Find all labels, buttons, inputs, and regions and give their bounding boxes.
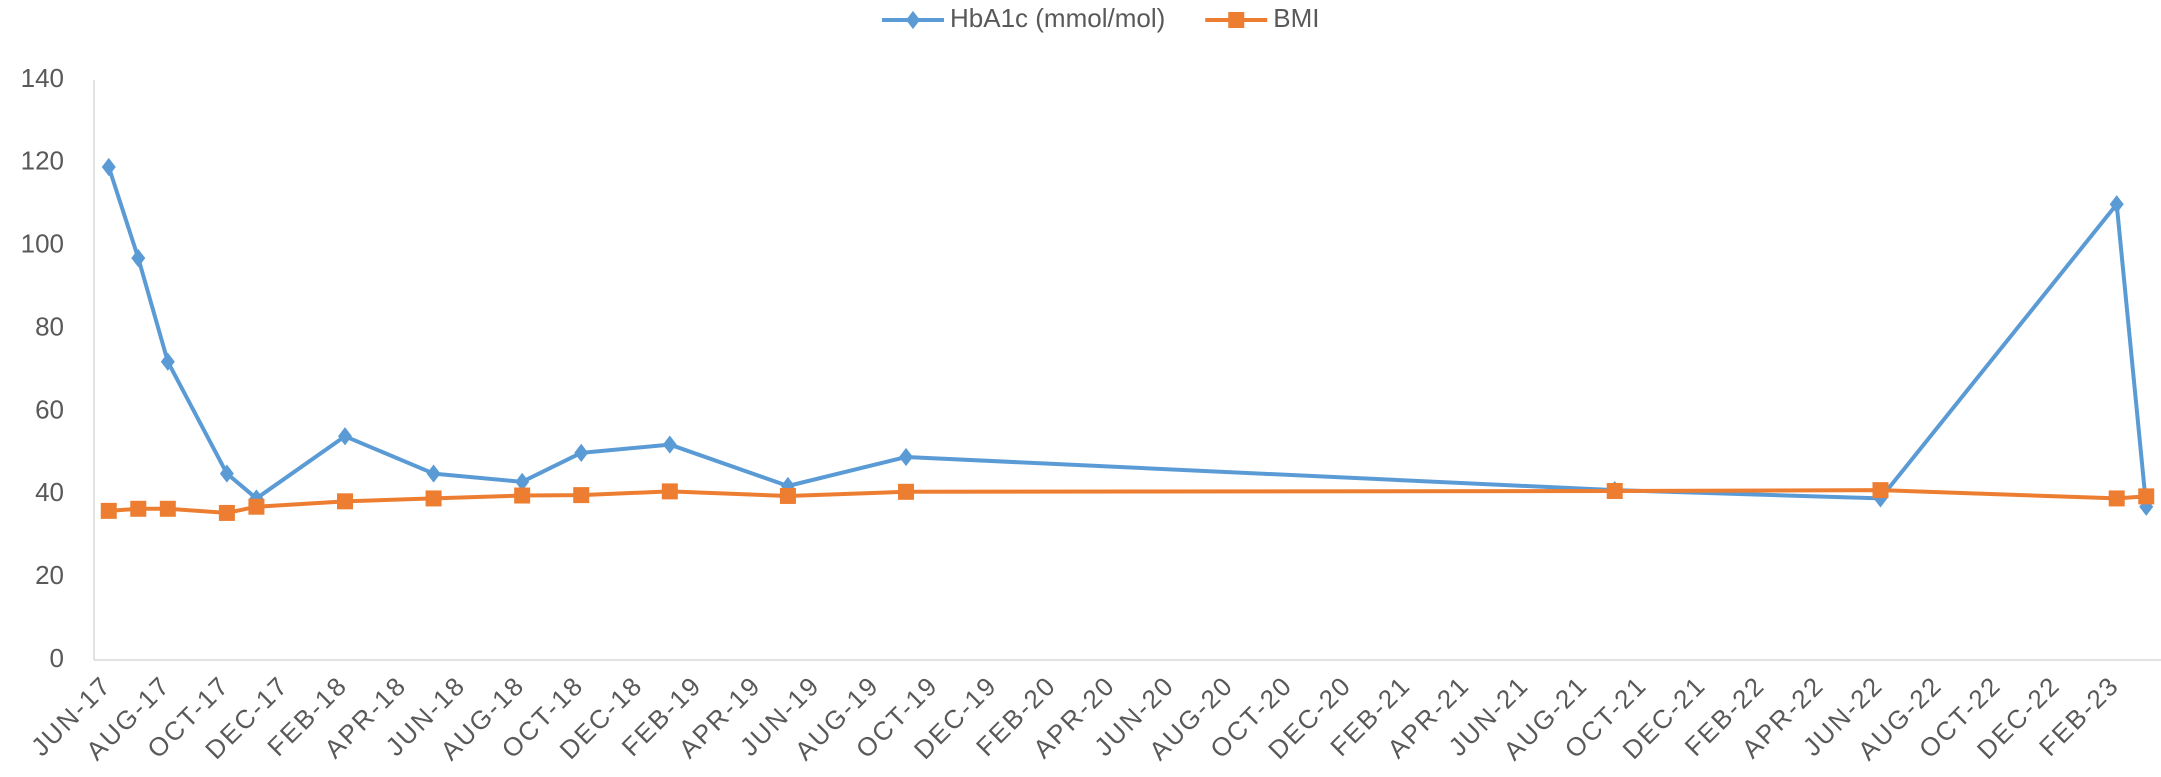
data-point <box>898 483 915 500</box>
y-tick-label: 0 <box>50 643 64 673</box>
data-point <box>101 157 116 177</box>
data-point <box>1872 482 1889 499</box>
data-point <box>2109 195 2124 214</box>
y-tick-label: 20 <box>35 560 64 590</box>
data-point <box>2138 488 2155 505</box>
data-point <box>100 502 117 519</box>
legend-label: BMI <box>1273 3 1319 33</box>
data-point <box>2108 490 2125 507</box>
data-point <box>574 443 589 462</box>
data-point <box>219 464 234 483</box>
data-point <box>515 472 530 491</box>
series-line <box>108 488 2147 515</box>
data-point <box>337 427 352 446</box>
data-point <box>514 487 531 504</box>
data-point <box>249 489 264 508</box>
data-point <box>131 249 146 268</box>
data-point <box>159 500 176 517</box>
data-point <box>661 483 678 500</box>
data-point <box>336 493 353 510</box>
data-point <box>1606 482 1623 499</box>
data-point <box>899 447 914 467</box>
legend-marker <box>906 10 920 30</box>
y-tick-label: 80 <box>35 311 64 341</box>
legend-label: HbA1c (mmol/mol) <box>950 3 1165 33</box>
legend-marker <box>1228 12 1245 28</box>
y-tick-label: 100 <box>21 229 64 259</box>
y-tick-label: 140 <box>21 63 64 93</box>
series-line <box>106 166 2149 507</box>
data-point <box>573 487 590 504</box>
y-tick-label: 40 <box>35 477 64 507</box>
y-tick-label: 120 <box>21 146 64 176</box>
data-point <box>2139 497 2154 516</box>
data-point <box>160 352 175 371</box>
data-point <box>426 464 441 483</box>
data-point <box>130 500 147 517</box>
data-point <box>662 435 677 454</box>
y-tick-label: 60 <box>35 394 64 424</box>
data-point <box>218 504 235 521</box>
data-point <box>779 487 796 504</box>
data-point <box>248 498 265 515</box>
data-point <box>425 490 442 507</box>
